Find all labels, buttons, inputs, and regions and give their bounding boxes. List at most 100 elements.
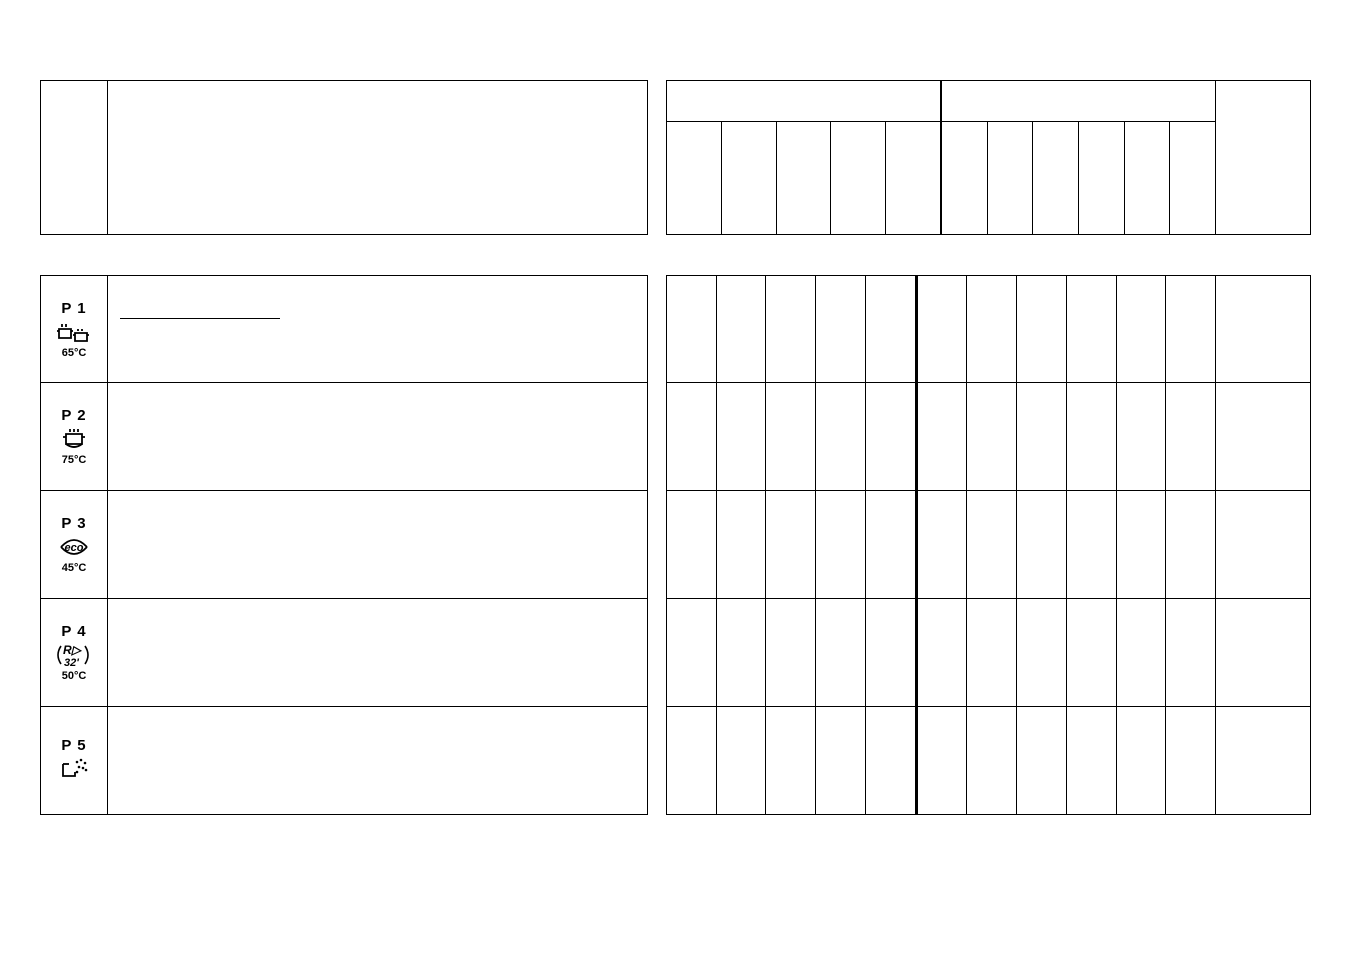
program-temp: 50°C: [62, 670, 87, 682]
program-temp: 75°C: [62, 454, 87, 466]
cell: [916, 491, 968, 599]
cell: [916, 275, 968, 383]
cell: [766, 383, 816, 491]
program-temp: 45°C: [62, 562, 87, 574]
cell: [666, 491, 717, 599]
cell: [1117, 275, 1167, 383]
program-cell: P 3 eco 45°C: [40, 491, 108, 599]
cell: [816, 383, 866, 491]
table-row: P 5: [40, 707, 1311, 815]
last-cell: [1216, 599, 1311, 707]
cell: [1067, 707, 1117, 815]
row-grid: [666, 275, 1216, 383]
cell: [1067, 491, 1117, 599]
cell: [1017, 707, 1067, 815]
cell: [717, 275, 767, 383]
last-cell: [1216, 491, 1311, 599]
table-row: P 4 R▷ 32' 50°C: [40, 599, 1311, 707]
eco-icon: eco: [57, 534, 91, 560]
header-g2-col-2: [988, 122, 1034, 235]
cell: [717, 383, 767, 491]
cell: [916, 383, 968, 491]
soak-icon: [57, 756, 91, 782]
program-cell: P 4 R▷ 32' 50°C: [40, 599, 108, 707]
cell: [1017, 599, 1067, 707]
description-cell: [108, 491, 648, 599]
cell: [816, 491, 866, 599]
program-cell: P 2 75°C: [40, 383, 108, 491]
last-cell: [1216, 707, 1311, 815]
description-cell: [108, 599, 648, 707]
cell: [816, 599, 866, 707]
cell: [916, 599, 968, 707]
header-g1-col-4: [831, 122, 886, 235]
cell: [967, 491, 1017, 599]
header-description-cell: [108, 80, 648, 235]
header-group2-title: [941, 80, 1216, 122]
underline-mark: [120, 318, 280, 319]
cell: [866, 383, 916, 491]
header-g2-col-3: [1033, 122, 1079, 235]
last-cell: [1216, 383, 1311, 491]
header-gap: [648, 80, 666, 235]
cell: [967, 707, 1017, 815]
cell: [916, 707, 968, 815]
row-gap: [648, 383, 666, 491]
header-last-cell: [1216, 80, 1311, 235]
cell: [816, 707, 866, 815]
cell: [666, 383, 717, 491]
cell: [1166, 491, 1216, 599]
program-number: P 1: [61, 300, 86, 317]
cell: [1017, 275, 1067, 383]
row-gap: [648, 275, 666, 383]
cell: [967, 383, 1017, 491]
header-g2-col-4: [1079, 122, 1125, 235]
cell: [766, 707, 816, 815]
pot-rack-icon: [57, 426, 91, 452]
program-number: P 4: [61, 623, 86, 640]
cell: [1166, 599, 1216, 707]
svg-text:R▷: R▷: [63, 643, 83, 657]
header-g2-col-1: [941, 122, 988, 235]
cell: [766, 275, 816, 383]
description-cell: [108, 707, 648, 815]
cell: [717, 599, 767, 707]
row-grid: [666, 707, 1216, 815]
cell: [1117, 599, 1167, 707]
cell: [1017, 383, 1067, 491]
cell: [866, 491, 916, 599]
row-grid: [666, 491, 1216, 599]
cell: [717, 707, 767, 815]
program-rows: P 1 65°C: [40, 275, 1311, 815]
header-group-2: [941, 80, 1216, 235]
header-g1-col-5: [886, 122, 941, 235]
program-number: P 2: [61, 407, 86, 424]
program-cell: P 1 65°C: [40, 275, 108, 383]
rapid-icon: R▷ 32': [57, 642, 91, 668]
table-row: P 1 65°C: [40, 275, 1311, 383]
header-g1-col-3: [777, 122, 832, 235]
svg-text:eco: eco: [65, 542, 84, 554]
program-number: P 3: [61, 515, 86, 532]
cell: [967, 275, 1017, 383]
row-grid: [666, 599, 1216, 707]
cell: [717, 491, 767, 599]
row-gap: [648, 707, 666, 815]
cell: [967, 599, 1017, 707]
cell: [1166, 383, 1216, 491]
cell: [866, 599, 916, 707]
cell: [666, 707, 717, 815]
header-program-cell: [40, 80, 108, 235]
program-temp: 65°C: [62, 347, 87, 359]
row-gap: [648, 599, 666, 707]
header-g1-col-1: [666, 122, 722, 235]
cell: [1117, 707, 1167, 815]
pots-icon: [57, 319, 91, 345]
svg-text:32': 32': [64, 657, 79, 668]
header-g2-col-6: [1170, 122, 1216, 235]
cell: [816, 275, 866, 383]
cell: [766, 599, 816, 707]
cell: [1067, 275, 1117, 383]
table-row: P 3 eco 45°C: [40, 491, 1311, 599]
header-group-1: [666, 80, 941, 235]
